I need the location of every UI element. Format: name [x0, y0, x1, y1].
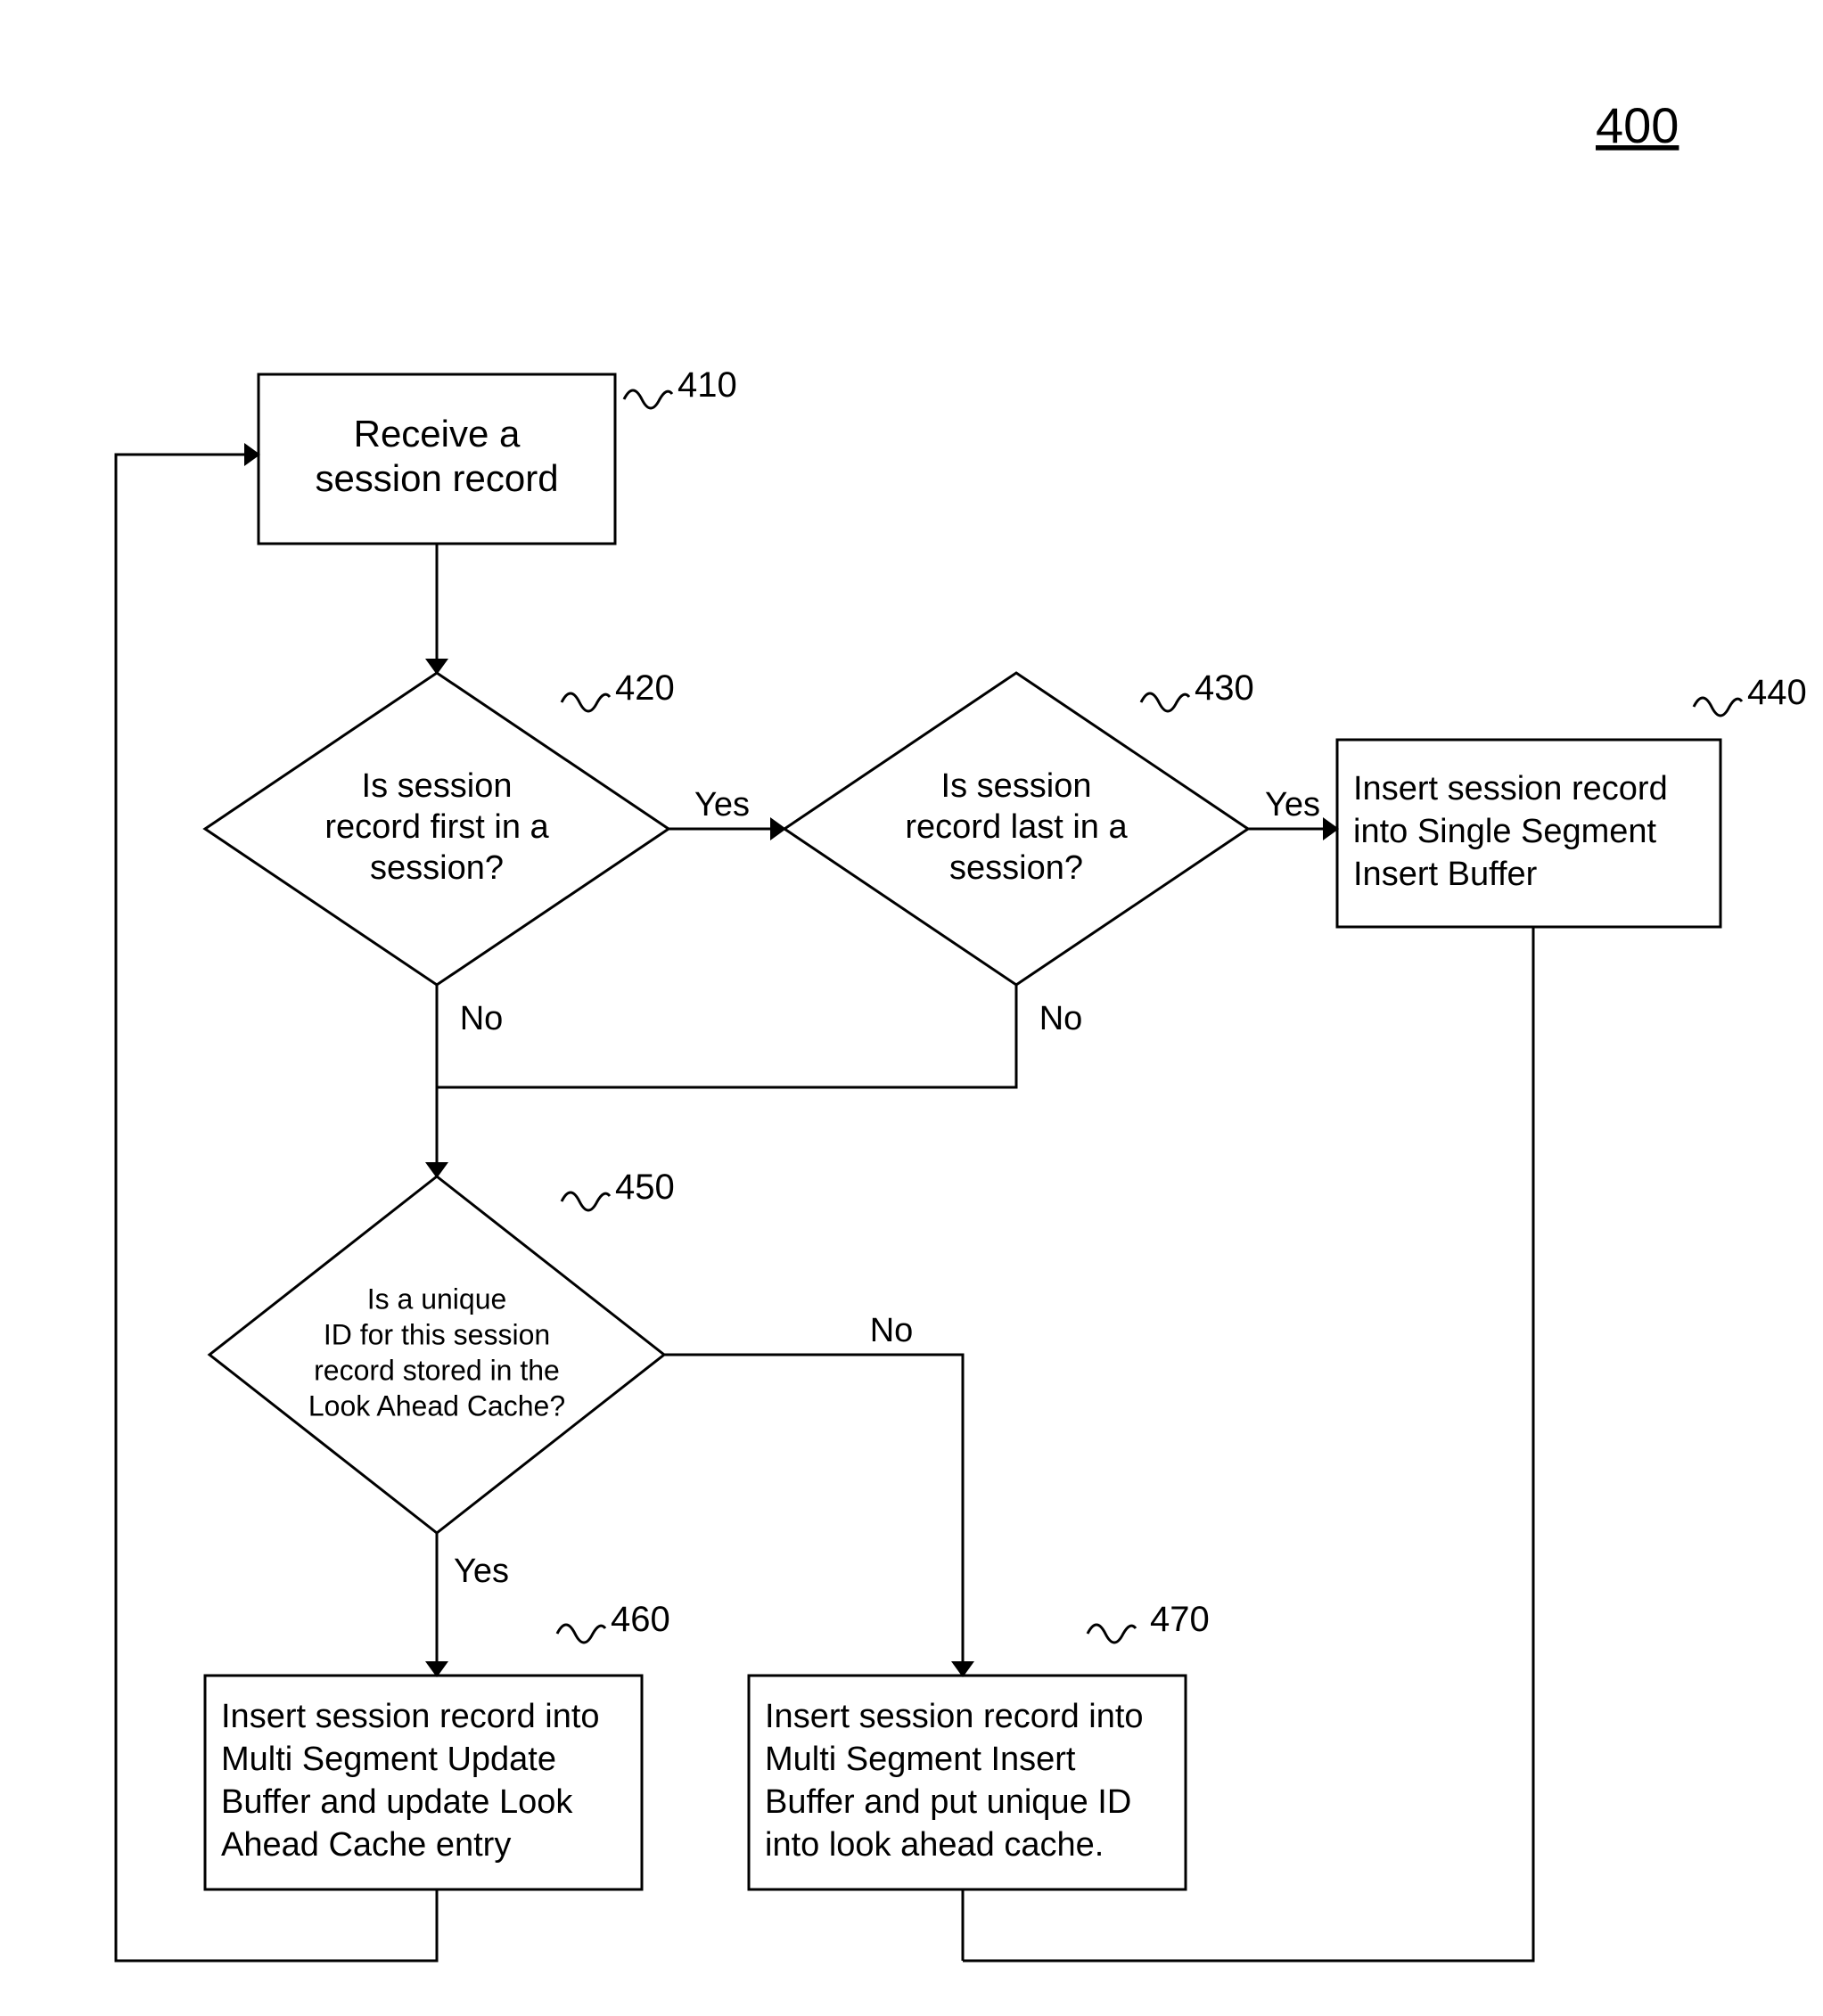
ref-number: 460 — [611, 1600, 670, 1639]
edge-label: Yes — [454, 1553, 509, 1590]
node-n420: Is sessionrecord first in asession? — [205, 673, 669, 985]
node-n430: Is sessionrecord last in asession? — [784, 673, 1248, 985]
ref-number: 470 — [1150, 1600, 1210, 1639]
node-text: Ahead Cache entry — [221, 1826, 511, 1864]
node-text: Multi Segment Insert — [765, 1741, 1076, 1778]
node-n410: Receive asession record — [259, 374, 615, 544]
node-n460: Insert session record into Multi Segment … — [205, 1676, 642, 1889]
edge-label: No — [870, 1312, 914, 1349]
ref-number: 430 — [1195, 668, 1254, 708]
node-text: into look ahead cache. — [765, 1826, 1104, 1864]
ref-number: 440 — [1747, 673, 1807, 712]
figure-number: 400 — [1596, 97, 1679, 153]
edge — [437, 985, 1016, 1087]
ref-number: 410 — [677, 365, 737, 405]
ref-label: 430 — [1141, 668, 1254, 711]
node-text: Insert session record — [1353, 770, 1668, 807]
node-text: Insert session record into — [221, 1698, 600, 1735]
ref-label: 440 — [1694, 673, 1807, 716]
ref-label: 420 — [562, 668, 675, 711]
node-text: Multi Segment Update — [221, 1741, 556, 1778]
ref-number: 420 — [615, 668, 675, 708]
edge-label: No — [460, 1000, 504, 1037]
edge-label: Yes — [1265, 786, 1320, 824]
edge-label: No — [1039, 1000, 1083, 1037]
edge — [664, 1355, 963, 1676]
node-n450: Is a uniqueID for this session record sto… — [209, 1176, 664, 1533]
node-text: Receive a — [354, 413, 521, 455]
node-text: session? — [949, 849, 1083, 887]
ref-label: 450 — [562, 1168, 675, 1210]
node-text: Buffer and put unique ID — [765, 1783, 1131, 1821]
node-text: Look Ahead Cache? — [308, 1389, 565, 1422]
node-text: into Single Segment — [1353, 813, 1657, 850]
node-text: Insert Buffer — [1353, 856, 1538, 893]
node-text: Is a unique — [367, 1283, 507, 1315]
node-text: ID for this session — [324, 1318, 550, 1350]
node-text: session? — [370, 849, 504, 887]
node-n440: Insert session record into Single Segment… — [1337, 740, 1720, 927]
node-text: Buffer and update Look — [221, 1783, 573, 1821]
ref-number: 450 — [615, 1168, 675, 1207]
ref-label: 410 — [624, 365, 737, 408]
node-text: Insert session record into — [765, 1698, 1144, 1735]
node-text: Is session — [941, 767, 1092, 805]
node-n470: Insert session record into Multi Segment … — [749, 1676, 1186, 1889]
node-text: session record — [315, 457, 558, 499]
node-text: record last in a — [905, 808, 1128, 846]
ref-label: 470 — [1088, 1600, 1210, 1643]
node-text: Is session — [362, 767, 513, 805]
edge-label: Yes — [694, 786, 750, 824]
node-text: record first in a — [324, 808, 549, 846]
ref-label: 460 — [557, 1600, 670, 1643]
node-text: record stored in the — [314, 1354, 560, 1386]
flowchart-diagram: Receive asession recordIs sessionrecord … — [0, 0, 1823, 2016]
